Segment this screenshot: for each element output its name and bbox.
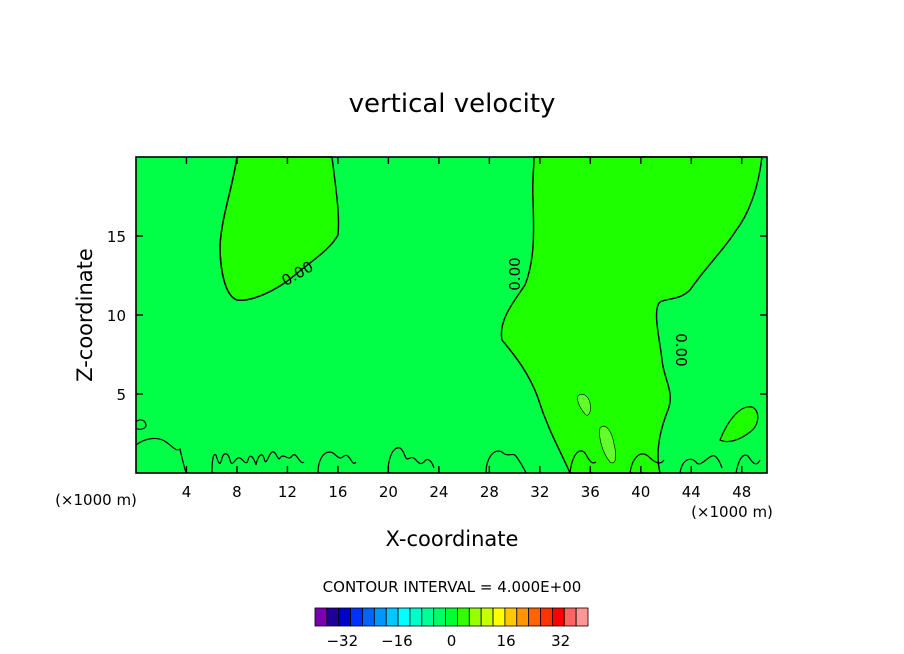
- colorbar-swatch: [516, 607, 530, 627]
- x-tick-label: 28: [480, 483, 499, 501]
- chart-title: vertical velocity: [349, 89, 556, 119]
- colorbar-swatch: [326, 607, 340, 627]
- contour-region-right: [500, 156, 763, 474]
- colorbar-labels: −32 −16 0 16 32: [326, 632, 570, 650]
- colorbar-tick-label: 0: [447, 632, 457, 650]
- contour-label: 0.00: [672, 333, 690, 366]
- x-axis-unit-left: (×1000 m): [55, 491, 137, 509]
- contour-region-lower-right: [719, 406, 759, 443]
- x-tick-label: 44: [682, 483, 701, 501]
- positive-patch: [599, 425, 616, 464]
- x-tick-label: 32: [530, 483, 549, 501]
- y-tick-label: 10: [107, 307, 126, 325]
- x-axis-label: X-coordinate: [386, 527, 519, 551]
- contour-line-upper-left: [219, 156, 296, 301]
- contour-label: 0.00: [506, 257, 524, 290]
- plot-area: 0.00 0.00 0.00: [135, 156, 768, 474]
- colorbar-swatch: [540, 607, 553, 627]
- colorbar-tick-label: −32: [326, 632, 358, 650]
- colorbar-swatch: [397, 607, 411, 627]
- colorbar-swatch: [468, 607, 482, 627]
- x-tick-label: 16: [328, 483, 347, 501]
- x-tick-label: 40: [631, 483, 650, 501]
- y-tick-label: 15: [107, 228, 126, 246]
- colorbar-swatch: [575, 607, 589, 627]
- x-tick-label: 20: [379, 483, 398, 501]
- colorbar-swatch: [433, 607, 446, 627]
- colorbar-swatch: [409, 607, 423, 627]
- colorbar-tick-label: 32: [551, 632, 570, 650]
- x-tick-label: 48: [732, 483, 751, 501]
- colorbar-tick-label: −16: [381, 632, 413, 650]
- x-axis-ticks: 4 8 12 16 20 24 28 32 36 40 44 48: [182, 157, 751, 501]
- colorbar-swatch: [457, 607, 470, 627]
- colorbar-swatch: [445, 607, 458, 627]
- colorbar-swatch: [373, 607, 387, 627]
- contour-interval-text: CONTOUR INTERVAL = 4.000E+00: [323, 578, 582, 596]
- colorbar-swatch: [563, 607, 577, 627]
- colorbar-swatch: [528, 607, 541, 627]
- colorbar: [314, 607, 589, 627]
- x-axis-unit-right: (×1000 m): [691, 503, 773, 521]
- surface-contour-line: [135, 437, 761, 474]
- colorbar-swatch: [492, 607, 506, 627]
- colorbar-swatch: [551, 607, 565, 627]
- colorbar-tick-label: 16: [497, 632, 516, 650]
- y-axis-ticks: 5 10 15: [107, 228, 767, 404]
- colorbar-swatch: [504, 607, 518, 627]
- colorbar-swatch: [480, 607, 494, 627]
- y-tick-label: 5: [116, 386, 126, 404]
- colorbar-swatch: [314, 607, 328, 627]
- colorbar-swatch: [362, 607, 375, 627]
- colorbar-swatch: [350, 607, 363, 627]
- x-tick-label: 12: [278, 483, 297, 501]
- x-tick-label: 4: [182, 483, 192, 501]
- y-axis-label: Z-coordinate: [73, 248, 97, 382]
- positive-patch: [577, 393, 591, 416]
- x-tick-label: 8: [232, 483, 242, 501]
- x-tick-label: 24: [429, 483, 448, 501]
- surface-loop: [135, 419, 147, 430]
- colorbar-swatch: [338, 607, 352, 627]
- colorbar-swatch: [385, 607, 399, 627]
- x-tick-label: 36: [581, 483, 600, 501]
- colorbar-swatch: [421, 607, 435, 627]
